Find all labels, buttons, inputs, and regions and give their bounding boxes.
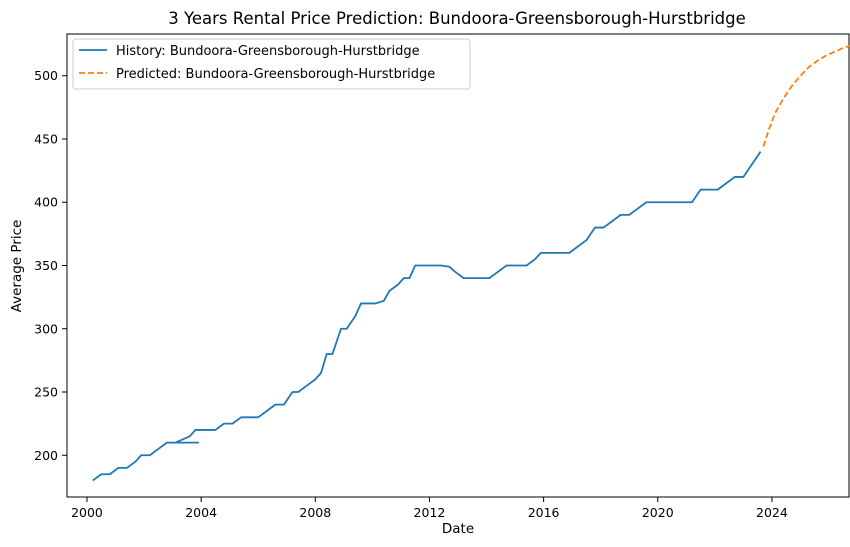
plot-area [66, 33, 850, 498]
y-tick-label: 500 [34, 68, 58, 83]
series-layer [92, 44, 850, 482]
x-axis-label: Date [442, 521, 474, 537]
x-tick-label: 2008 [299, 505, 331, 520]
x-tick-label: 2020 [642, 505, 674, 520]
legend-box [72, 38, 471, 90]
y-tick-label: 250 [34, 385, 58, 400]
y-tick-label: 300 [34, 321, 58, 336]
history-series-line [92, 151, 762, 482]
predicted-series-line [762, 44, 850, 147]
chart-title: 3 Years Rental Price Prediction: Bundoor… [168, 9, 746, 28]
y-axis: 200 250 300 350 400 450 500 [34, 68, 67, 463]
y-tick-label: 400 [34, 195, 58, 210]
x-axis: 2000 2004 2008 2012 2016 2020 2024 [71, 497, 788, 520]
legend: History: Bundoora-Greensborough-Hurstbri… [72, 38, 471, 90]
y-axis-label: Average Price [9, 220, 25, 313]
x-tick-label: 2024 [756, 505, 788, 520]
x-tick-label: 2016 [528, 505, 560, 520]
y-tick-label: 350 [34, 258, 58, 273]
legend-label-predicted: Predicted: Bundoora-Greensborough-Hurstb… [116, 67, 435, 82]
x-tick-label: 2000 [71, 505, 103, 520]
x-tick-label: 2012 [414, 505, 446, 520]
x-tick-label: 2004 [185, 505, 217, 520]
legend-label-history: History: Bundoora-Greensborough-Hurstbri… [116, 44, 420, 59]
y-tick-label: 200 [34, 448, 58, 463]
y-tick-label: 450 [34, 131, 58, 146]
